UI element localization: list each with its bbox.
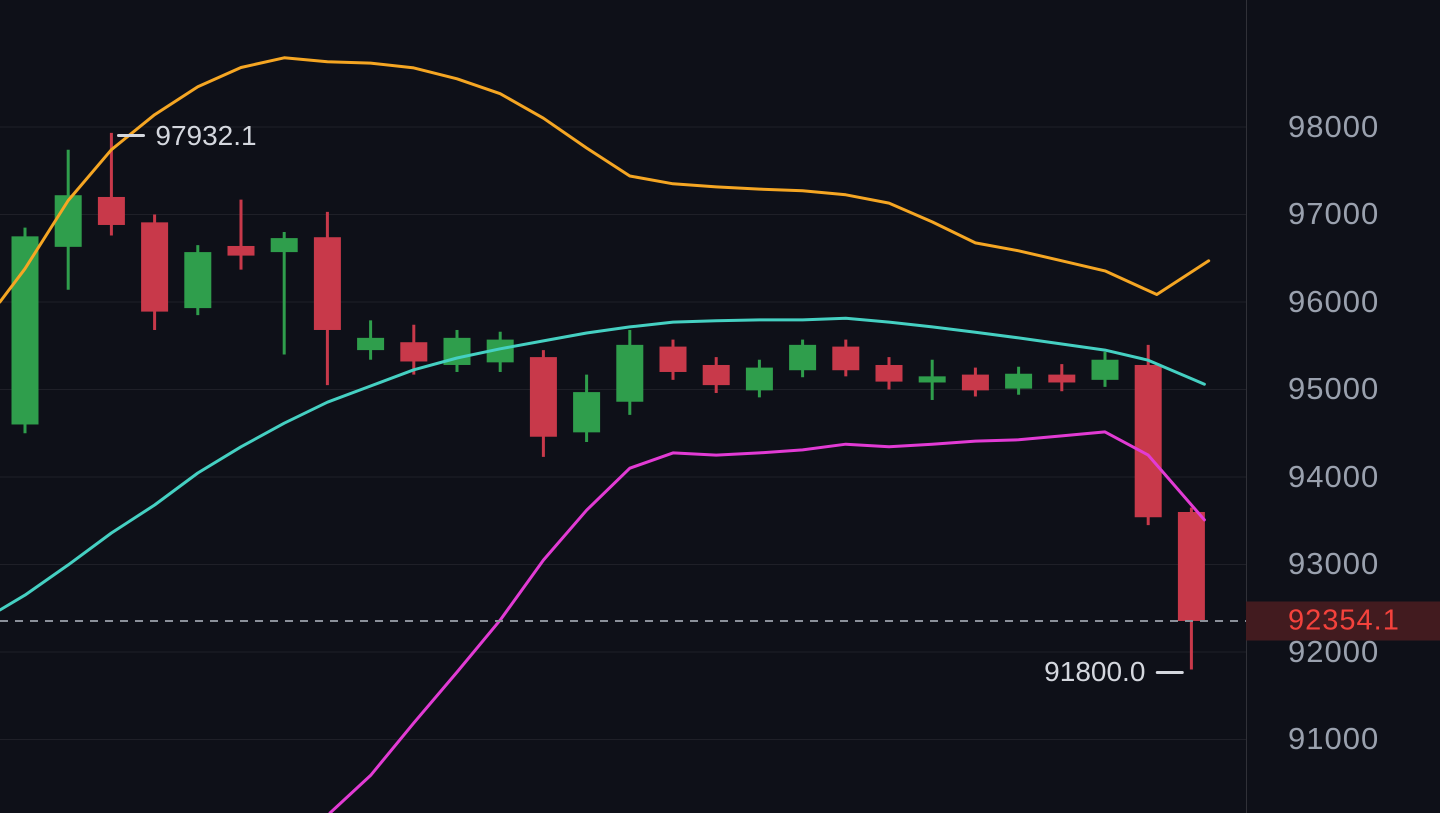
candle-body-up <box>1091 359 1119 380</box>
candle-body-down <box>529 357 557 437</box>
price-tick-label: 96000 <box>1288 283 1380 319</box>
candle-body-down <box>832 346 860 371</box>
price-tick-label: 92000 <box>1288 633 1380 669</box>
candle-body-up <box>918 376 946 383</box>
low-label-text: 91800.0 <box>1044 656 1146 688</box>
price-tick-label: 91000 <box>1288 721 1380 757</box>
high-label-dash-icon <box>117 134 146 138</box>
candle-body-up <box>357 337 385 351</box>
middle-band-line <box>0 316 1206 612</box>
high-price-label: 97932.1 <box>117 119 257 152</box>
high-label-text: 97932.1 <box>155 119 257 151</box>
candle-body-down <box>1177 511 1205 622</box>
candle-body-up <box>745 367 773 391</box>
candle-body-up <box>54 195 82 247</box>
low-price-label: 91800.0 <box>1044 656 1184 688</box>
candle-body-up <box>184 252 212 309</box>
upper-band-line <box>0 56 1211 304</box>
candle-body-down <box>1134 364 1162 518</box>
candle-body-up <box>789 344 817 371</box>
candle-body-down <box>1048 374 1076 383</box>
candle-body-up <box>486 339 514 363</box>
candle-body-up <box>270 238 298 253</box>
candle-body-down <box>400 342 428 362</box>
candle-body-down <box>961 374 989 391</box>
candle-body-down <box>141 222 169 312</box>
price-tick-label: 94000 <box>1288 458 1380 494</box>
price-axis[interactable]: 92354.1 98000 97000 96000 95000 94000 93000 92… <box>1246 0 1440 813</box>
low-label-dash-icon <box>1155 670 1184 674</box>
candle-body-up <box>1005 373 1033 389</box>
candle-body-down <box>313 237 341 330</box>
last-price-label: 92354.1 <box>1246 601 1440 641</box>
candle-body-down <box>227 245 255 256</box>
candle-body-down <box>659 346 687 372</box>
candle-body-up <box>573 392 601 433</box>
candle-body-up <box>11 236 39 425</box>
candle-body-down <box>702 364 730 386</box>
price-tick-label: 97000 <box>1288 196 1380 232</box>
lower-band-line <box>328 430 1206 813</box>
price-tick-label: 93000 <box>1288 546 1380 582</box>
price-tick-label: 98000 <box>1288 108 1380 144</box>
candle-body-up <box>616 344 644 402</box>
candle-body-down <box>875 364 903 382</box>
candle-body-down <box>97 196 125 225</box>
last-price-text: 92354.1 <box>1288 604 1400 637</box>
price-tick-label: 95000 <box>1288 371 1380 407</box>
